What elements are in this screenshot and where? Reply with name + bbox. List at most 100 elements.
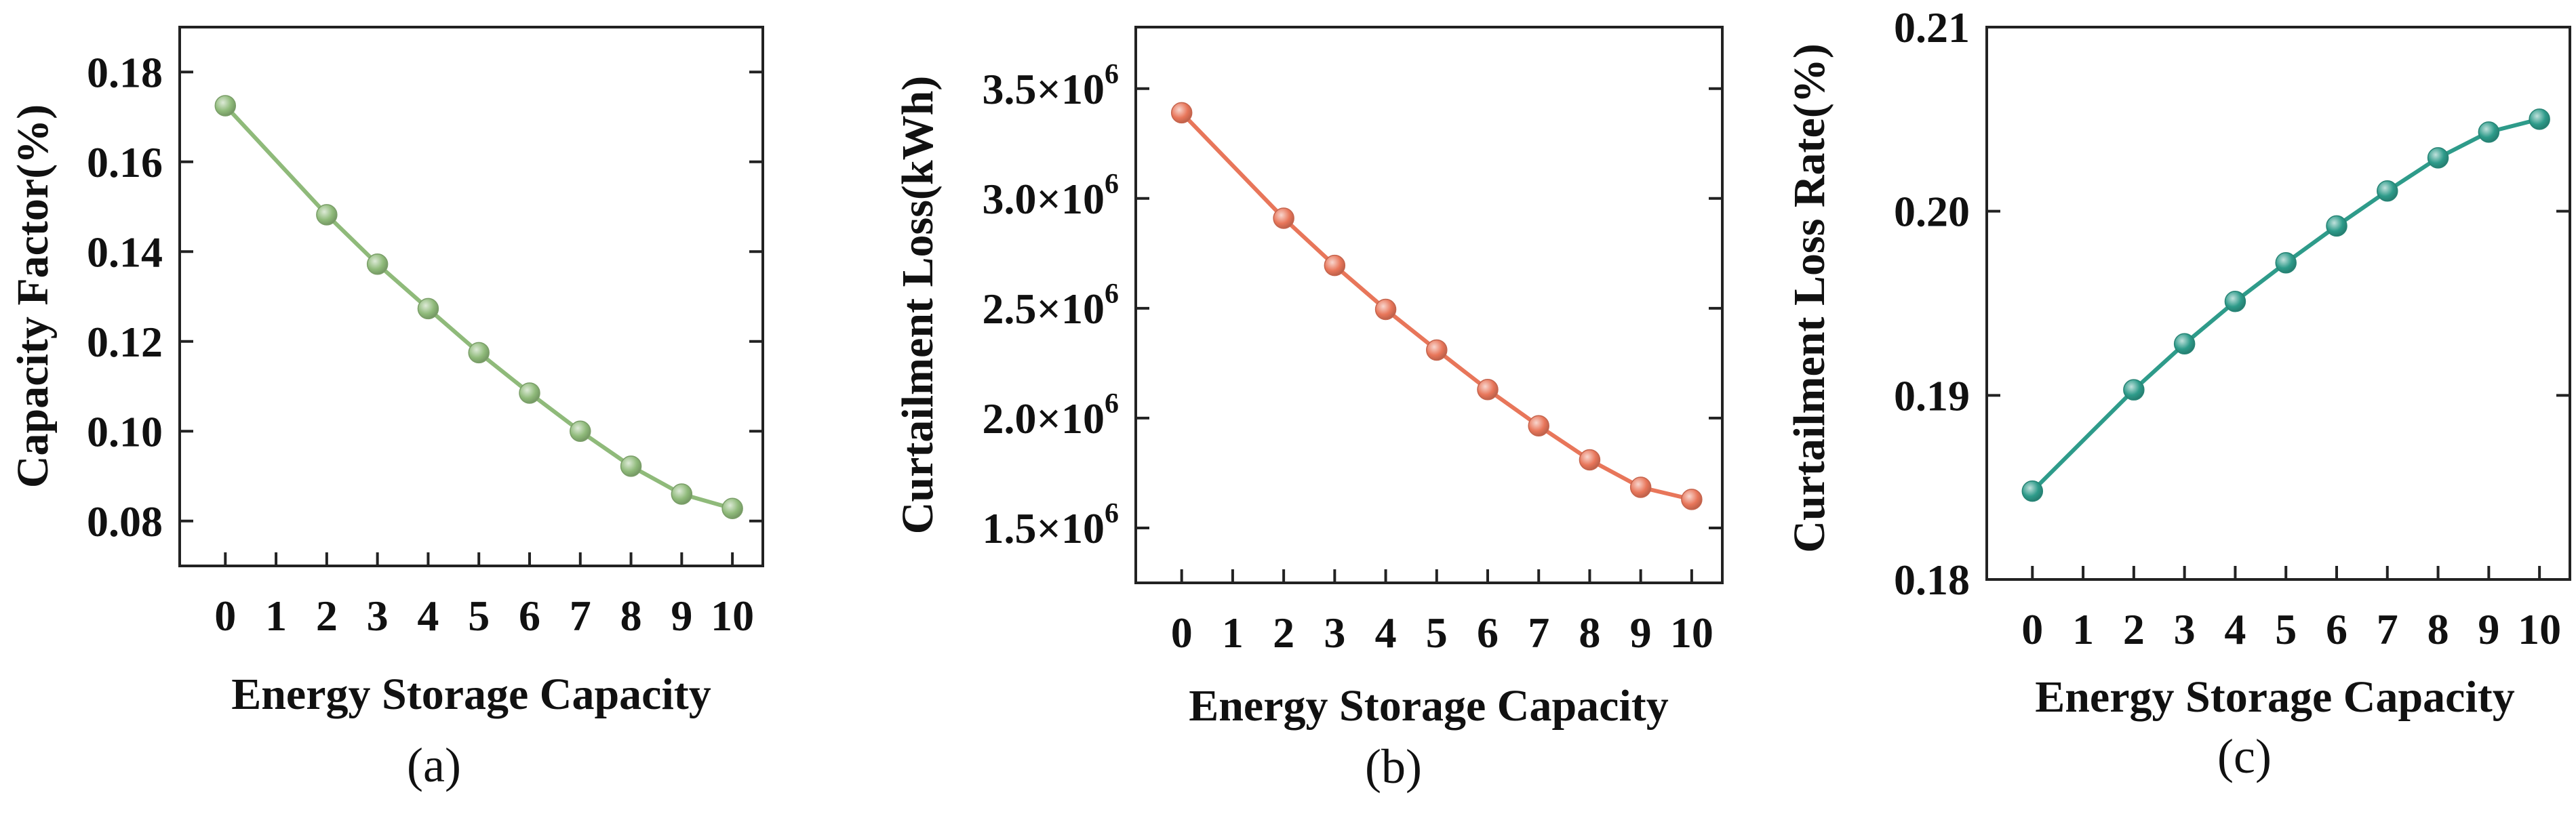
tick-marks: [1987, 26, 2570, 581]
data-point: [2427, 147, 2449, 169]
x-tick-label: 1: [1222, 609, 1244, 657]
data-point: [1681, 489, 1703, 510]
data-point: [2377, 180, 2398, 202]
x-tick-label: 6: [2326, 605, 2347, 653]
x-tick-label: 6: [1477, 609, 1499, 657]
x-tick-label: 0: [1171, 609, 1193, 657]
x-tick-label: 1: [2072, 605, 2094, 653]
x-tick-label: 8: [620, 592, 642, 640]
x-tick-label: 7: [1528, 609, 1549, 657]
x-tick-label: 10: [711, 592, 754, 640]
data-point: [2529, 108, 2550, 130]
y-tick-label: 0.08: [87, 497, 163, 546]
panel-b: 0 1 2 3 4 5 6 7 8 9 10 1.5×1062.0×1062.5×1063.0×10…: [893, 26, 1724, 794]
data-point: [2478, 121, 2500, 143]
x-tick-label: 4: [417, 592, 439, 640]
data-point: [2224, 291, 2246, 312]
data-point: [2021, 480, 2044, 502]
x-tick-label: 5: [468, 592, 490, 640]
y-tick-label: 0.18: [1894, 556, 1970, 604]
x-tick-label: 5: [1426, 609, 1448, 657]
x-tick-label: 8: [1579, 609, 1600, 657]
y-axis-title: Capacity Factor(%): [8, 104, 58, 488]
series-line: [1180, 111, 1692, 502]
data-point: [316, 204, 338, 226]
y-tick-label: 0.18: [87, 48, 163, 96]
y-tick-label: 1.5×106: [983, 498, 1119, 552]
x-tick-label: 7: [570, 592, 591, 640]
plot-frame: [178, 26, 764, 567]
x-tick-label: 10: [1670, 609, 1713, 657]
series-line: [224, 104, 733, 511]
panel-caption: (b): [1365, 739, 1422, 794]
data-series: [2021, 108, 2550, 502]
x-axis-title: Energy Storage Capacity: [231, 670, 711, 719]
x-axis-title: Energy Storage Capacity: [2035, 672, 2515, 722]
y-tick-mantissa: 3.0×10: [983, 175, 1105, 223]
data-point: [1324, 254, 1346, 277]
x-tick-label: 5: [2275, 605, 2297, 653]
x-axis-title: Energy Storage Capacity: [1189, 681, 1669, 731]
data-point: [1528, 415, 1549, 437]
series-line: [2031, 117, 2540, 493]
y-tick-label: 3.5×106: [983, 59, 1119, 113]
x-tick-label: 9: [2478, 605, 2499, 653]
plot-frame: [1134, 26, 1724, 584]
data-point: [570, 420, 591, 442]
panel-caption: (c): [2217, 729, 2272, 783]
x-tick-label: 9: [671, 592, 692, 640]
y-tick-mantissa: 2.5×10: [983, 285, 1105, 333]
y-tick-label: 0.10: [87, 407, 163, 455]
y-tick-labels: 0.18 0.19 0.20 0.21: [1894, 3, 1970, 604]
data-point: [721, 497, 743, 519]
x-tick-label: 4: [2224, 605, 2246, 653]
data-point: [468, 342, 490, 364]
y-tick-label: 0.12: [87, 318, 163, 366]
y-axis-title: Curtailment Loss Rate(%): [1785, 43, 1834, 553]
y-tick-exponent: 6: [1105, 388, 1119, 420]
data-point: [2123, 379, 2145, 401]
y-axis-title: Curtailment Loss(kWh): [893, 76, 943, 535]
data-series: [1170, 102, 1703, 510]
y-tick-labels: 0.08 0.10 0.12 0.14 0.16 0.18: [87, 48, 163, 546]
y-tick-label: 2.0×106: [983, 388, 1119, 443]
plot-frame: [1985, 26, 2571, 581]
data-point: [2275, 251, 2297, 274]
panel-a: 0 1 2 3 4 5 6 7 8 9 10 0.08 0.10 0.12 0.14 0.16 0.18 En…: [8, 26, 764, 792]
x-tick-label: 2: [1273, 609, 1294, 657]
x-tick-label: 3: [2174, 605, 2196, 653]
data-point: [1273, 207, 1294, 229]
y-tick-label: 2.5×106: [983, 279, 1119, 333]
panel-c: 0 1 2 3 4 5 6 7 8 9 10 0.18 0.19 0.20 0.21 Energy Sto…: [1785, 3, 2571, 783]
x-tick-label: 0: [2021, 605, 2043, 653]
data-point: [2326, 215, 2347, 237]
x-tick-label: 6: [519, 592, 540, 640]
x-tick-label: 2: [2123, 605, 2145, 653]
x-tick-label: 7: [2377, 605, 2398, 653]
data-point: [366, 253, 389, 275]
data-series: [214, 95, 743, 519]
y-tick-label: 3.0×106: [983, 169, 1119, 223]
tick-marks: [1136, 87, 1722, 583]
x-tick-label: 0: [214, 592, 236, 640]
x-tick-label: 2: [316, 592, 338, 640]
data-point: [1426, 339, 1448, 361]
y-tick-mantissa: 2.0×10: [983, 394, 1105, 443]
y-tick-exponent: 6: [1105, 169, 1119, 200]
data-point: [417, 298, 439, 320]
data-point: [2173, 333, 2196, 355]
data-point: [1170, 102, 1193, 124]
data-point: [671, 483, 693, 505]
x-tick-labels: 0 1 2 3 4 5 6 7 8 9 10: [214, 592, 754, 640]
y-tick-exponent: 6: [1105, 279, 1119, 310]
x-tick-label: 3: [1324, 609, 1345, 657]
data-point: [1629, 476, 1652, 498]
y-tick-exponent: 6: [1105, 498, 1119, 529]
data-point: [1579, 449, 1601, 471]
data-point: [620, 455, 642, 477]
y-tick-label: 0.19: [1894, 371, 1970, 420]
x-tick-label: 10: [2518, 605, 2561, 653]
x-tick-label: 1: [265, 592, 287, 640]
